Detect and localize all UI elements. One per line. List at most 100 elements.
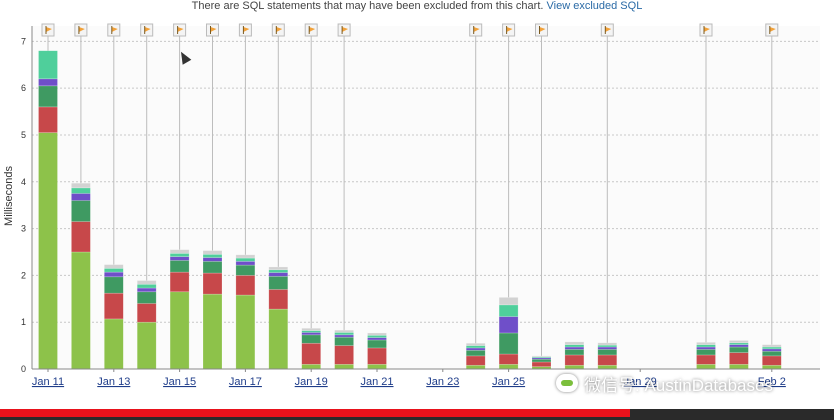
wechat-watermark: 微信号: AustinDatabases <box>556 372 773 395</box>
bar-segment <box>498 297 519 306</box>
x-tick-label: Jan 19 <box>295 376 328 388</box>
x-tick-label: Jan 13 <box>97 376 130 388</box>
bar-segment <box>334 329 354 333</box>
bar-segment <box>761 348 782 352</box>
bar-segment <box>136 283 157 289</box>
bar-segment <box>465 345 486 349</box>
bar-segment <box>696 354 716 365</box>
y-tick-label: 6 <box>21 83 26 93</box>
axes: 0 1 2 3 4 5 6 7 Jan 11 Jan 13 Jan 15 Jan 17 Jan 19 Ja… <box>21 26 820 388</box>
wechat-icon <box>556 374 578 392</box>
bar-segment <box>301 327 322 331</box>
chart-notice: There are SQL statements that may have b… <box>0 0 834 14</box>
bar-segment <box>729 340 749 344</box>
bar-segment <box>696 346 716 350</box>
bar-segment <box>597 346 618 350</box>
bar-segment <box>761 350 782 357</box>
bar-segment <box>729 344 749 348</box>
bar-segment <box>334 345 354 365</box>
bar-segment <box>597 344 618 348</box>
view-excluded-sql-link[interactable]: View excluded SQL <box>546 0 643 12</box>
bar-segment <box>301 364 322 370</box>
bar-segment <box>531 361 552 367</box>
bar-segment <box>367 332 387 336</box>
bar-segment <box>367 339 387 349</box>
bar-segment <box>104 271 124 278</box>
bar-segment <box>169 271 190 293</box>
watermark-text: 微信号: AustinDatabases <box>584 375 773 395</box>
bar-segment <box>367 347 387 365</box>
bar-segment <box>729 364 749 370</box>
bar-segment <box>597 349 618 356</box>
bar-segment <box>235 261 256 266</box>
bar-segment <box>202 293 223 370</box>
bar-segment <box>169 260 190 273</box>
y-axis-label: Milliseconds <box>3 166 15 226</box>
bar-segment <box>169 249 190 254</box>
bar-segment <box>498 304 519 317</box>
bar-segment <box>104 292 124 320</box>
bar-segment <box>202 272 223 295</box>
bar-segment <box>235 254 256 259</box>
plot-area <box>32 26 820 369</box>
bar-segment <box>597 354 618 366</box>
bar-segment <box>696 364 716 370</box>
bar-segment <box>268 308 289 370</box>
bar-segment <box>71 200 91 222</box>
flag-icon <box>243 27 250 32</box>
bar-segment <box>564 349 585 356</box>
bar-segment <box>136 287 157 293</box>
bar-segment <box>169 256 190 261</box>
bar-segment <box>104 268 124 273</box>
y-tick-label: 0 <box>21 364 26 374</box>
bar-segment <box>761 344 782 348</box>
bar-segment <box>696 349 716 356</box>
bar-segment <box>465 349 486 357</box>
bar-segment <box>367 337 387 341</box>
x-tick-label: Jan 23 <box>426 376 459 388</box>
x-tick-label: Jan 11 <box>32 376 64 388</box>
bar-segment <box>597 364 618 370</box>
bar-segment <box>38 78 58 87</box>
grid-lines <box>32 26 820 369</box>
bar-segment <box>564 344 585 348</box>
notice-text: There are SQL statements that may have b… <box>191 0 544 12</box>
bar-segment <box>38 132 58 370</box>
x-tick-label: Jan 15 <box>163 376 196 388</box>
bar-segment <box>334 332 354 336</box>
bar-segment <box>202 250 223 255</box>
bar-segment <box>465 347 486 351</box>
bar-segment <box>301 334 322 344</box>
bar-segment <box>71 187 91 194</box>
bar-segment <box>71 251 91 370</box>
bar-segment <box>268 289 289 310</box>
bar-segment <box>498 364 519 370</box>
bar-segment <box>104 264 124 269</box>
y-tick-label: 5 <box>21 130 26 140</box>
bar-segment <box>71 182 91 189</box>
bar-segment <box>71 221 91 253</box>
bar-segment <box>38 85 58 108</box>
video-progress-fill <box>0 409 630 417</box>
x-tick-label: Jan 25 <box>492 376 525 388</box>
bar-segment <box>498 332 519 355</box>
y-tick-label: 7 <box>21 36 26 46</box>
bar-segment <box>597 342 618 346</box>
bar-segment <box>334 334 354 338</box>
bar-segment <box>334 336 354 346</box>
x-tick-label: Jan 29 <box>624 376 657 388</box>
bar-segment <box>564 354 585 366</box>
bar-segment <box>71 193 91 201</box>
bar-segment <box>38 106 58 133</box>
bar-segment <box>696 342 716 345</box>
bar-segment <box>564 346 585 350</box>
bar-segment <box>136 303 157 323</box>
y-tick-label: 4 <box>21 177 26 187</box>
flag-icon <box>309 27 316 32</box>
bar-segment <box>268 272 289 277</box>
flag-icon <box>78 27 85 32</box>
flag-icon <box>539 27 546 32</box>
flag-icon <box>144 27 151 32</box>
bar-segment <box>564 364 585 370</box>
y-tick-label: 2 <box>21 270 26 280</box>
